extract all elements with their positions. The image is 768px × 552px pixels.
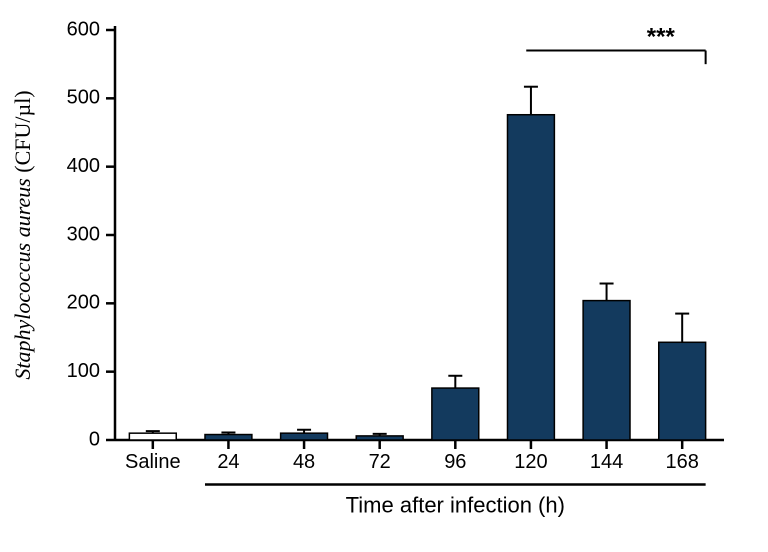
x-tick-label: 120	[514, 451, 547, 473]
bar	[583, 301, 630, 440]
x-tick-label: 24	[217, 451, 239, 473]
bar	[507, 115, 554, 440]
y-axis-title: Staphylococcus aureus (CFU/µl)	[10, 90, 35, 379]
x-tick-label: 144	[590, 451, 623, 473]
x-tick-label: 168	[666, 451, 699, 473]
y-tick-label: 400	[67, 155, 100, 177]
bar	[205, 435, 252, 440]
y-tick-label: 500	[67, 87, 100, 109]
bar	[432, 388, 479, 440]
y-tick-label: 200	[67, 292, 100, 314]
x-tick-label: 48	[293, 451, 315, 473]
bar	[129, 433, 176, 440]
bar	[281, 433, 328, 440]
y-tick-label: 100	[67, 360, 100, 382]
x-tick-label: 72	[369, 451, 391, 473]
bar	[659, 342, 706, 440]
significance-marker: ***	[647, 24, 676, 51]
x-axis-title: Time after infection (h)	[346, 493, 565, 518]
bar-chart: 0 100 200 300 400 500 600 Saline 24 48 72 96 120 144 1…	[0, 0, 768, 552]
x-tick-label: 96	[444, 451, 466, 473]
x-tick-label: Saline	[125, 451, 181, 473]
y-tick-label: 300	[67, 223, 100, 245]
bar	[356, 436, 403, 440]
y-tick-label: 600	[67, 18, 100, 40]
y-tick-label: 0	[89, 428, 100, 450]
chart-svg: 0 100 200 300 400 500 600 Saline 24 48 72 96 120 144 1…	[0, 0, 768, 552]
